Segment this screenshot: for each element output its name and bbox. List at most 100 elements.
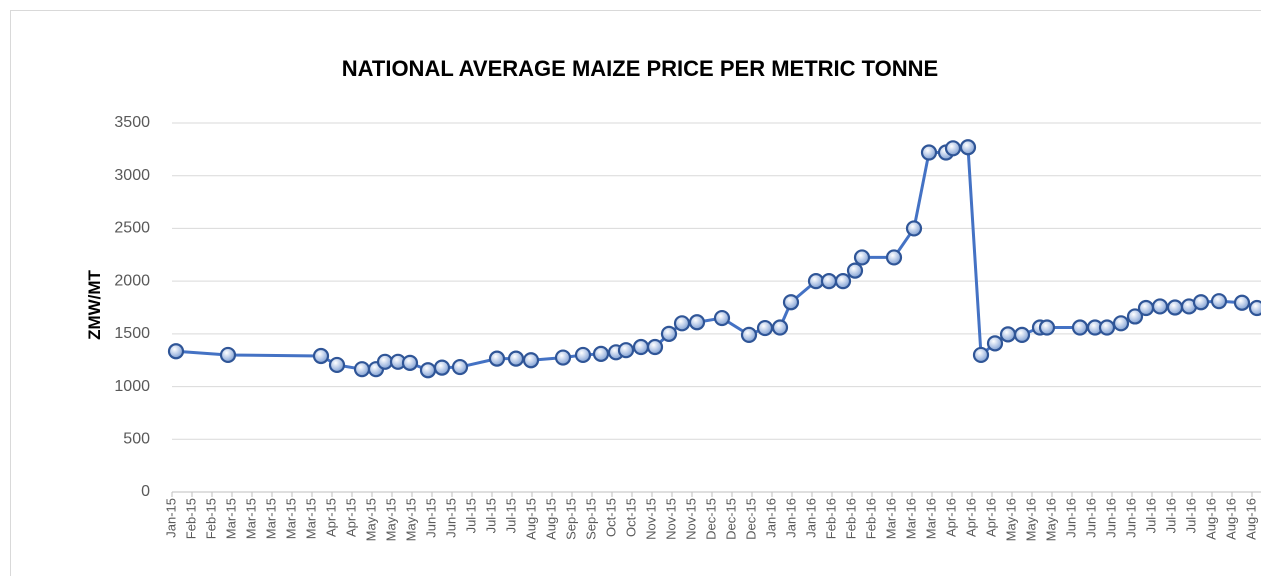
x-tick-label: May-16 xyxy=(1003,498,1018,541)
point xyxy=(1233,294,1251,311)
x-tick-label: Mar-15 xyxy=(283,498,298,539)
y-tick-label: 2500 xyxy=(114,220,150,237)
point xyxy=(944,140,962,157)
x-tick-label: Feb-15 xyxy=(183,498,198,539)
y-tick-label: 3000 xyxy=(114,167,150,184)
x-tick-label: Apr-15 xyxy=(323,498,338,537)
point xyxy=(574,346,592,364)
point xyxy=(1071,319,1089,336)
point xyxy=(834,273,852,290)
point xyxy=(713,309,731,327)
x-tick-label: Feb-16 xyxy=(823,498,838,539)
y-tick-label: 0 xyxy=(141,483,150,500)
x-tick-label: Feb-16 xyxy=(843,498,858,539)
point xyxy=(673,315,691,332)
point xyxy=(1210,293,1228,310)
point xyxy=(1112,315,1130,332)
x-tick-label: Sep-15 xyxy=(563,498,578,540)
x-tick-label: Apr-15 xyxy=(343,498,358,537)
point xyxy=(660,325,678,342)
point xyxy=(1192,294,1210,311)
point xyxy=(376,353,394,370)
y-tick-label: 2000 xyxy=(114,272,150,289)
x-tick-label: Nov-15 xyxy=(663,498,678,540)
x-tick-label: Jan-15 xyxy=(163,498,178,538)
point xyxy=(846,262,864,279)
y-tick-label: 1500 xyxy=(114,325,150,342)
point xyxy=(756,319,774,337)
x-tick-label: May-16 xyxy=(1023,498,1038,541)
point xyxy=(820,273,838,290)
point xyxy=(999,326,1017,343)
x-tick-label: Mar-16 xyxy=(903,498,918,539)
x-tick-label: Aug-16 xyxy=(1203,498,1218,540)
point xyxy=(986,335,1004,352)
x-tick-label: Aug-15 xyxy=(543,498,558,540)
x-tick-label: Jul-15 xyxy=(483,498,498,533)
x-tick-label: Mar-15 xyxy=(243,498,258,539)
x-tick-label: Jul-16 xyxy=(1163,498,1178,533)
point xyxy=(688,314,706,331)
x-tick-label: Feb-16 xyxy=(863,498,878,539)
x-tick-label: Dec-15 xyxy=(703,498,718,540)
point xyxy=(1166,299,1184,316)
x-tick-label: Jun-15 xyxy=(443,498,458,538)
point xyxy=(1098,319,1116,336)
x-tick-label: May-15 xyxy=(383,498,398,541)
x-tick-label: May-16 xyxy=(1043,498,1058,541)
x-tick-label: Nov-15 xyxy=(643,498,658,540)
y-tick-label: 1000 xyxy=(114,378,150,395)
x-tick-label: Jun-16 xyxy=(1063,498,1078,538)
point xyxy=(1137,299,1155,317)
x-tick-label: Nov-15 xyxy=(683,498,698,540)
x-tick-label: Mar-15 xyxy=(223,498,238,539)
point xyxy=(451,358,469,376)
point xyxy=(1126,308,1144,325)
point xyxy=(419,362,437,379)
point xyxy=(782,294,800,311)
x-tick-label: Jun-16 xyxy=(1083,498,1098,538)
x-tick-label: Mar-15 xyxy=(303,498,318,539)
x-tick-label: Apr-16 xyxy=(963,498,978,537)
point xyxy=(617,342,635,359)
point xyxy=(353,361,371,378)
x-tick-label: Jan-16 xyxy=(803,498,818,538)
series xyxy=(167,139,1261,379)
x-tick-label: Jul-15 xyxy=(463,498,478,533)
point xyxy=(433,359,451,376)
x-tick-label: Apr-16 xyxy=(943,498,958,537)
x-tick-label: Mar-16 xyxy=(923,498,938,539)
x-tick-label: May-15 xyxy=(363,498,378,541)
point xyxy=(592,345,610,362)
x-tick-label: Dec-15 xyxy=(743,498,758,540)
point xyxy=(507,350,525,367)
chart-border xyxy=(10,10,1261,576)
x-tick-label: Sep-15 xyxy=(583,498,598,540)
point xyxy=(1248,299,1261,317)
point xyxy=(959,139,977,156)
point xyxy=(167,343,185,360)
chart-title: NATIONAL AVERAGE MAIZE PRICE PER METRIC … xyxy=(342,56,938,81)
point xyxy=(554,349,572,366)
x-tick-label: Aug-16 xyxy=(1243,498,1258,540)
point xyxy=(1038,319,1056,336)
x-tick-label: Apr-16 xyxy=(983,498,998,537)
line xyxy=(175,145,1258,372)
x-tick-label: Jan-16 xyxy=(783,498,798,538)
point xyxy=(1151,298,1169,315)
x-tick-label: Mar-15 xyxy=(263,498,278,539)
point xyxy=(771,319,789,336)
y-tick-label: 3500 xyxy=(114,114,150,131)
x-tick-label: Jul-16 xyxy=(1183,498,1198,533)
point xyxy=(328,356,346,374)
x-tick-label: Jul-16 xyxy=(1143,498,1158,533)
x-tick-label: Feb-15 xyxy=(203,498,218,539)
x-tick-label: Oct-15 xyxy=(603,498,618,537)
x-tick-label: Oct-15 xyxy=(623,498,638,537)
point xyxy=(920,144,938,161)
x-tick-label: Aug-16 xyxy=(1223,498,1238,540)
x-tick-label: Jun-16 xyxy=(1103,498,1118,538)
point xyxy=(905,220,923,237)
point xyxy=(853,249,871,266)
